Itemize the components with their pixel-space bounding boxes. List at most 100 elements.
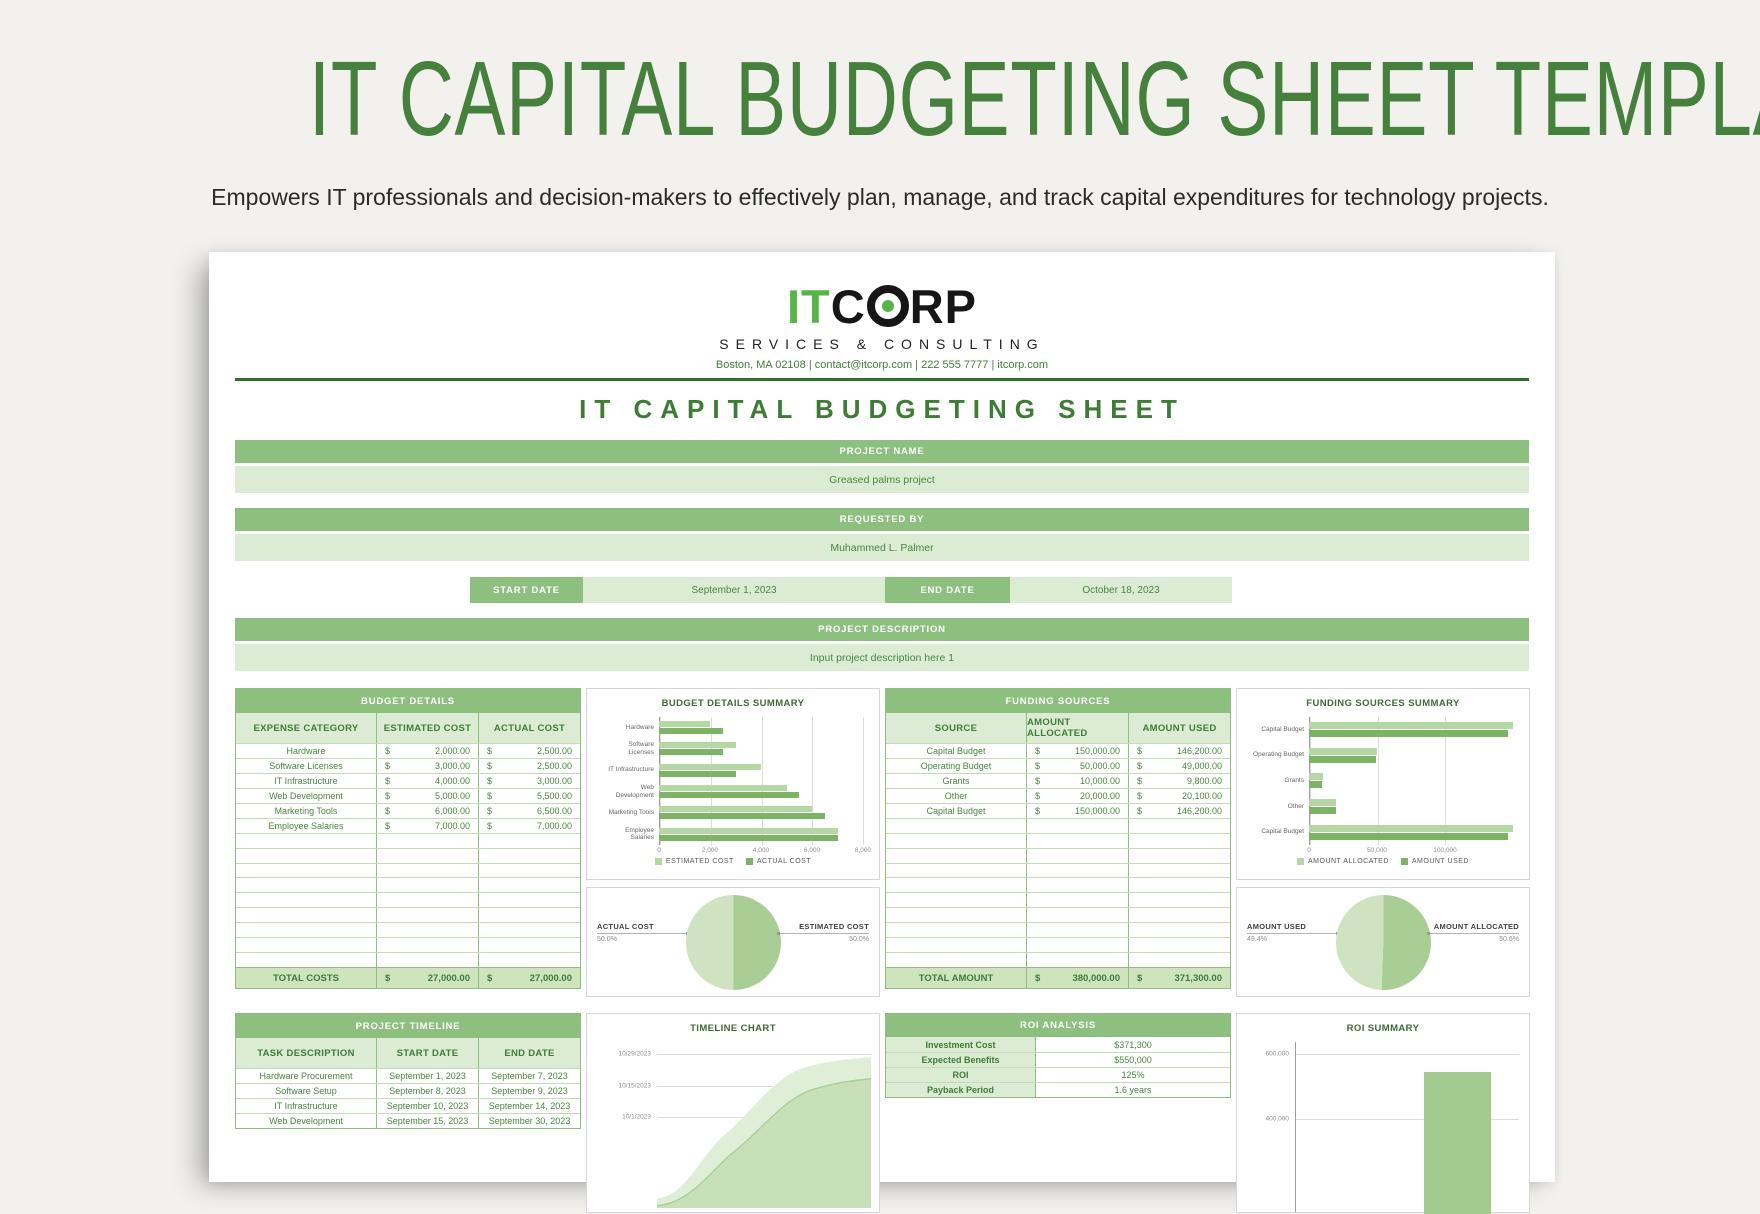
requested-by-label: REQUESTED BY bbox=[235, 508, 1529, 531]
y-axis-ticks: 600,000 400,000 bbox=[1237, 1042, 1290, 1212]
project-timeline-columns: TASK DESCRIPTION START DATE END DATE bbox=[236, 1038, 580, 1068]
bar-series-1 bbox=[1309, 773, 1323, 781]
bar-series-2 bbox=[1309, 730, 1508, 738]
bar-series-1 bbox=[659, 742, 736, 749]
project-description-field: PROJECT DESCRIPTION Input project descri… bbox=[235, 618, 1529, 671]
x-axis-ticks: 0 50,000 100,000 bbox=[1307, 845, 1513, 855]
cell-category: Capital Budget bbox=[926, 745, 986, 756]
funding-summary-column: FUNDING SOURCES SUMMARY Capital Budget O… bbox=[1236, 688, 1530, 997]
bar-series-2 bbox=[1309, 755, 1376, 763]
axis-tick-label: 2,000 bbox=[701, 847, 719, 854]
pie-callout-line bbox=[1427, 932, 1519, 935]
table-row-empty bbox=[886, 922, 1230, 938]
roi-row-value: 1.6 years bbox=[1114, 1085, 1152, 1095]
table-row-empty bbox=[236, 877, 580, 893]
legend-item: ACTUAL COST bbox=[745, 858, 811, 865]
chart-title: TIMELINE CHART bbox=[690, 1023, 776, 1034]
total-allocated: $380,000.00 bbox=[1026, 968, 1128, 988]
logo-corp-rp: RP bbox=[909, 280, 978, 333]
cell-amount-1: $150,000.00 bbox=[1026, 744, 1128, 758]
cell-amount-1: $5,000.00 bbox=[376, 788, 478, 803]
category-label: Operating Budget bbox=[1253, 751, 1304, 759]
funding-sources-body: Capital Budget $150,000.00 $146,200.00 O… bbox=[886, 743, 1230, 968]
cell-category: Other bbox=[944, 790, 968, 801]
cell-category: Grants bbox=[942, 775, 970, 786]
column-header: ACTUAL COST bbox=[478, 713, 580, 743]
cell-amount-1: $4,000.00 bbox=[376, 773, 478, 788]
cell-start: September 15, 2023 bbox=[376, 1114, 478, 1128]
dates-row: START DATE September 1, 2023 END DATE Oc… bbox=[470, 577, 1232, 603]
budget-details-table: BUDGET DETAILS EXPENSE CATEGORY ESTIMATE… bbox=[235, 688, 581, 989]
cell-amount-1: $7,000.00 bbox=[376, 818, 478, 833]
page-subtitle: Empowers IT professionals and decision-m… bbox=[211, 184, 1549, 211]
cell-amount-2: $3,000.00 bbox=[478, 773, 580, 788]
sheet-heading: IT CAPITAL BUDGETING SHEET bbox=[579, 394, 1185, 424]
bar-series-2 bbox=[659, 834, 838, 841]
axis-tick-label: 50,000 bbox=[1367, 847, 1387, 854]
bar-series-1 bbox=[1309, 799, 1337, 807]
cell-amount-2: $9,800.00 bbox=[1128, 773, 1230, 788]
category-label: Software Licenses bbox=[628, 741, 654, 756]
cell-category: Operating Budget bbox=[920, 760, 992, 771]
total-label: TOTAL COSTS bbox=[273, 972, 339, 984]
axis-tick-label: 10/29/2023 bbox=[618, 1050, 651, 1058]
roi-row-value: $371,300 bbox=[1114, 1039, 1152, 1050]
roi-plot bbox=[1295, 1042, 1519, 1214]
bar-series-2 bbox=[659, 770, 736, 777]
table-row-empty bbox=[236, 862, 580, 878]
cell-amount-2: $146,200.00 bbox=[1128, 744, 1230, 758]
axis-tick-label: 100,000 bbox=[1433, 847, 1457, 854]
axis-tick-label: 4,000 bbox=[752, 847, 770, 854]
table-row: IT Infrastructure $4,000.00 $3,000.00 bbox=[236, 772, 580, 788]
total-used: $371,300.00 bbox=[1128, 968, 1230, 988]
bar-series-1 bbox=[659, 827, 838, 834]
page-title: IT CAPITAL BUDGETING SHEET TEMPLATE bbox=[308, 40, 1760, 158]
roi-row-label: Expected Benefits bbox=[886, 1053, 1036, 1067]
bar-series-2 bbox=[659, 813, 825, 820]
document-sheet: ITC RP SERVICES & CONSULTING Boston, MA 0… bbox=[209, 252, 1555, 1214]
legend-item: ESTIMATED COST bbox=[654, 858, 734, 865]
table-row-empty bbox=[886, 817, 1230, 833]
column-header: EXPENSE CATEGORY bbox=[253, 722, 359, 734]
legend-swatch-allocated bbox=[1297, 858, 1304, 865]
cell-amount-2: $7,000.00 bbox=[478, 818, 580, 833]
total-estimated: $27,000.00 bbox=[376, 968, 478, 988]
cell-amount-1: $3,000.00 bbox=[376, 758, 478, 773]
table-row-empty bbox=[886, 907, 1230, 923]
chart-title: ROI SUMMARY bbox=[1346, 1023, 1420, 1034]
table-row: Web Development $5,000.00 $5,500.00 bbox=[236, 787, 580, 803]
roi-analysis-body: Investment Cost $371,300 Expected Benefi… bbox=[885, 1037, 1231, 1098]
project-description-value: Input project description here 1 bbox=[235, 644, 1529, 671]
cell-category: Capital Budget bbox=[926, 805, 986, 816]
roi-summary-chart: ROI SUMMARY 600,000 400,000 bbox=[1236, 1013, 1530, 1214]
roi-analysis-panel: ROI ANALYSIS Investment Cost $371,300 Ex… bbox=[885, 1013, 1231, 1098]
cell-task: Hardware Procurement bbox=[259, 1071, 353, 1081]
company-logo: ITC RP SERVICES & CONSULTING Boston, MA 0… bbox=[235, 252, 1529, 381]
table-row-empty bbox=[236, 892, 580, 908]
chart-title: FUNDING SOURCES SUMMARY bbox=[1306, 698, 1460, 709]
cell-amount-1: $6,000.00 bbox=[376, 803, 478, 818]
table-row: Hardware $2,000.00 $2,500.00 bbox=[236, 743, 580, 758]
cell-amount-1: $20,000.00 bbox=[1026, 788, 1128, 803]
table-row: Employee Salaries $7,000.00 $7,000.00 bbox=[236, 817, 580, 833]
table-row: IT Infrastructure September 10, 2023 Sep… bbox=[236, 1098, 580, 1113]
hero-section: IT CAPITAL BUDGETING SHEET TEMPLATE Empo… bbox=[0, 0, 1760, 211]
table-row: Software Licenses $3,000.00 $2,500.00 bbox=[236, 757, 580, 773]
bar-group: Hardware bbox=[601, 717, 865, 738]
category-label: Employee Salaries bbox=[625, 826, 654, 842]
axis-tick-label: 600,000 bbox=[1265, 1050, 1290, 1058]
column-header: TASK DESCRIPTION bbox=[257, 1047, 355, 1059]
pie-graphic bbox=[1335, 895, 1431, 990]
budget-pie-chart: ACTUAL COST 50.0% ESTIMATED COST 50.0% bbox=[586, 887, 880, 997]
total-label: TOTAL AMOUNT bbox=[918, 972, 994, 984]
table-row-empty bbox=[236, 937, 580, 953]
bar-group: Capital Budget bbox=[1251, 819, 1515, 845]
project-name-label: PROJECT NAME bbox=[235, 440, 1529, 463]
logo-it-text: IT bbox=[786, 280, 831, 333]
pie-callout-line bbox=[777, 932, 869, 935]
table-row-empty bbox=[886, 862, 1230, 878]
x-axis-ticks: 0 2,000 4,000 6,000 8,000 bbox=[657, 845, 871, 855]
requested-by-value: Muhammed L. Palmer bbox=[235, 534, 1529, 561]
funding-sources-columns: SOURCE AMOUNT ALLOCATED AMOUNT USED bbox=[886, 713, 1230, 743]
total-actual: $27,000.00 bbox=[478, 968, 580, 988]
